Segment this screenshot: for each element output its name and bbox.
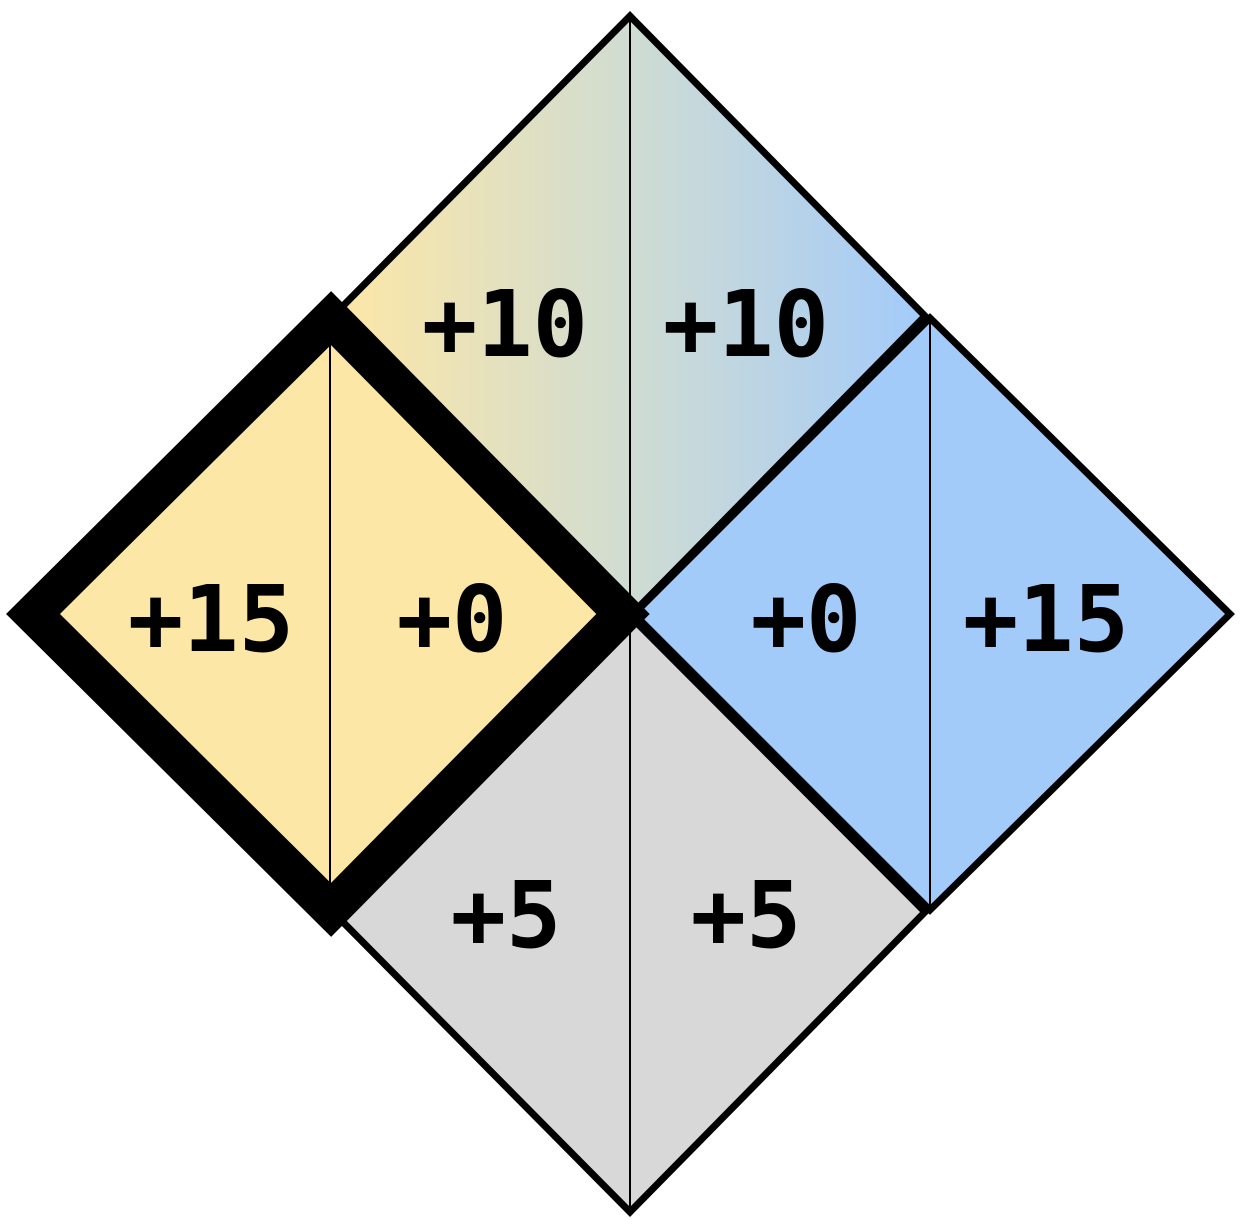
- right-left-value: +0: [751, 566, 862, 673]
- top-left-value: +10: [422, 271, 588, 378]
- right-diamond-fill: [629, 313, 1235, 915]
- top-right-value: +10: [663, 271, 829, 378]
- right-diamond: [629, 313, 1235, 915]
- left-right-value: +0: [397, 566, 508, 673]
- left-left-value: +15: [128, 566, 294, 673]
- right-right-value: +15: [963, 566, 1129, 673]
- left-diamond-fill: [6, 291, 650, 937]
- left-diamond: [6, 291, 650, 937]
- bottom-left-value: +5: [451, 862, 562, 969]
- bottom-right-value: +5: [691, 862, 802, 969]
